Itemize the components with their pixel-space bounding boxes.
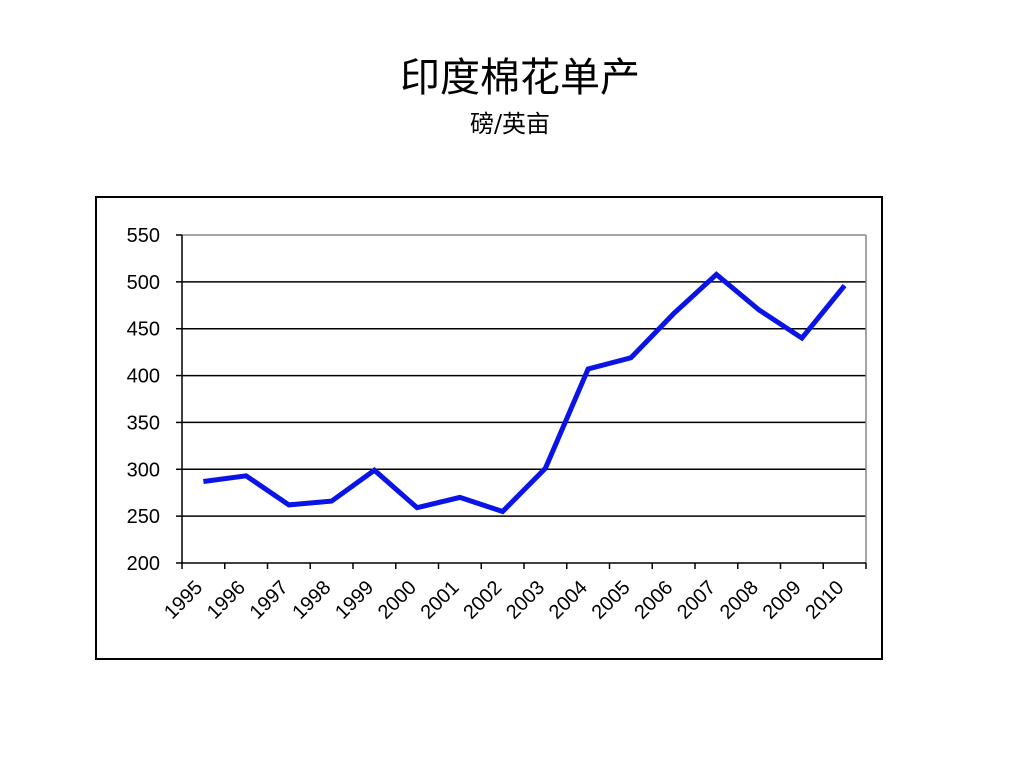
series-line: [203, 271, 847, 515]
data-point: [714, 272, 719, 277]
x-tick-label: 1995: [160, 577, 207, 624]
y-tick-label: 300: [127, 459, 160, 481]
y-tick-label: 350: [127, 412, 160, 434]
data-point: [372, 468, 377, 473]
chart-subtitle: 磅/英亩: [469, 110, 551, 138]
y-tick-label: 200: [127, 553, 160, 575]
data-point: [201, 479, 206, 484]
x-tick-label: 2003: [502, 577, 549, 624]
x-tick-label: 2010: [801, 577, 848, 624]
data-point: [543, 466, 548, 471]
y-tick-label: 550: [127, 225, 160, 247]
x-tick-labels: 1995199619971998199920002001200220032004…: [160, 577, 848, 624]
y-tick-label: 450: [127, 319, 160, 341]
data-point: [842, 283, 847, 288]
data-point: [757, 307, 762, 312]
y-tick-labels: 200 250 300 350 400 450 500 550: [127, 225, 160, 575]
x-tick-label: 1999: [331, 577, 378, 624]
data-point: [286, 502, 291, 507]
data-point: [671, 311, 676, 316]
x-tick-label: 2007: [673, 577, 720, 624]
x-tick-label: 2005: [588, 577, 635, 624]
data-point: [415, 505, 420, 510]
data-point: [329, 499, 334, 504]
x-tick-label: 1996: [203, 577, 250, 624]
data-point: [457, 495, 462, 500]
chart-title: 印度棉花单产: [400, 55, 640, 101]
y-tick-label: 250: [127, 506, 160, 528]
x-tick-label: 2008: [716, 577, 763, 624]
data-point: [628, 355, 633, 360]
chart-frame: [95, 196, 883, 660]
x-tick-label: 1997: [246, 577, 293, 624]
axes: [176, 234, 867, 569]
x-tick-label: 2001: [417, 577, 464, 624]
data-point: [799, 336, 804, 341]
x-tick-label: 2009: [759, 577, 806, 624]
x-tick-label: 1998: [288, 577, 335, 624]
data-point: [500, 509, 505, 514]
x-tick-label: 2004: [545, 577, 592, 624]
gridlines: [182, 234, 866, 517]
y-tick-label: 500: [127, 272, 160, 294]
x-tick-label: 2002: [459, 577, 506, 624]
y-tick-label: 400: [127, 366, 160, 388]
x-tick-label: 2006: [630, 577, 677, 624]
data-point: [244, 473, 249, 478]
data-point: [586, 367, 591, 372]
x-tick-label: 2000: [374, 577, 421, 624]
series-layer: [201, 271, 847, 515]
